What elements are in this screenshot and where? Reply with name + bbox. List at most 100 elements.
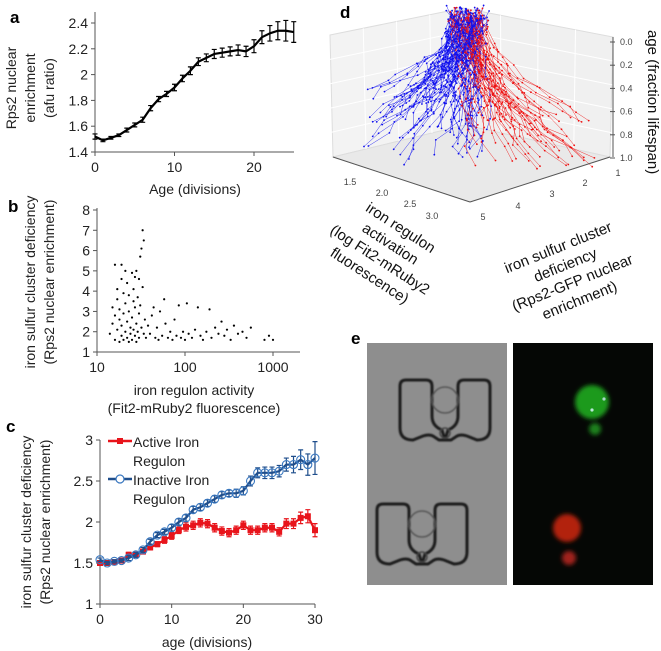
trajectory-point [498,100,500,103]
trajectory-point [470,101,473,104]
microfluidic-trap [398,378,492,442]
trajectory-point [475,39,478,41]
scatter-point [111,322,114,325]
trajectory-point [510,120,513,123]
trajectory-point [470,73,472,76]
scatter-point [118,318,121,321]
trajectory-point [538,116,541,119]
trajectory-point [482,4,485,7]
trajectory-point [462,93,465,96]
trajectories [363,4,596,170]
trajectory-point [460,100,463,103]
trajectory-point [458,50,461,53]
trajectory-point [534,114,536,117]
scatter-point [127,310,130,313]
active-marker [261,524,268,531]
trajectory-point [537,107,540,110]
trajectory-point [523,92,526,94]
trajectory-point [489,47,491,50]
trajectory-point [468,13,471,16]
trajectory-point [458,54,461,57]
chart-c-y-tick-label: 1.5 [74,555,94,571]
trajectory-point [460,85,462,87]
trajectory-point [477,99,480,102]
trajectory-point [465,97,467,100]
green-cell [575,385,609,419]
trajectory-point [409,95,411,97]
trajectory-point [452,29,455,32]
trajectory-point [433,74,435,77]
trajectory-point [463,145,466,148]
scatter-point [127,294,130,297]
trajectory-point [432,112,435,115]
legend-square-marker [117,438,123,444]
trajectory-point [506,64,509,67]
chart-a-ylabel-1: Rps2 nuclear [3,46,19,129]
chart-b-y-tick-label: 6 [82,243,90,259]
trajectory-point [428,125,431,128]
inactive-marker [274,466,284,476]
trajectory-point [485,75,487,78]
trajectory-point [398,136,401,139]
chart-a-y-tick-label: 1.8 [69,92,89,108]
trajectory-point [496,48,498,51]
trajectory-point [454,13,456,16]
trajectory-point [402,116,404,118]
trajectory-point [453,6,456,9]
trajectory-point [450,16,453,19]
trajectory-point [518,135,521,138]
trajectory-point [391,108,393,111]
trajectory-point [451,50,454,53]
trajectory-point [440,67,443,70]
trajectory-point [468,122,470,125]
trajectory-point [441,116,444,118]
trajectory-point [424,73,427,76]
red-bud [562,551,576,565]
inactive-marker [102,558,112,568]
trajectory-point [492,75,495,77]
trajectory-point [441,62,444,65]
scatter-point [143,318,146,321]
trajectory-point [447,30,450,33]
trajectory-point [481,64,484,67]
trajectory-point [388,81,391,84]
trajectory-point [436,125,439,128]
trajectory-point [550,139,553,142]
trajectory-point [490,72,493,75]
active-marker [233,527,240,534]
scatter-point [171,338,174,341]
trajectory-point [474,164,477,167]
trajectory-point [465,7,467,10]
trajectory-point [453,107,456,110]
trajectory-point [467,118,470,120]
trajectory-point [385,115,388,118]
y-axis-line [469,156,611,203]
trajectory-point [381,123,384,126]
trajectory-point [461,156,464,158]
chart-a-xlabel: Age (divisions) [149,181,241,197]
trajectory-point [528,122,531,125]
trajectory-point [471,114,474,117]
chart-d-3d-trajectories: 0.0 0.2 0.4 0.6 0.8 1.0 1.5 2.0 2.5 3.0 1 2 3 4 5 age … [327,4,661,323]
trajectory-point [470,9,472,12]
trajectory-point [530,128,533,131]
trajectory-point [440,127,443,130]
trajectory-point [486,25,489,28]
scatter-point [132,300,135,303]
trajectory-point [493,117,495,120]
trajectory-point [413,132,416,135]
scatter-point [132,288,135,291]
trajectory-point [493,42,496,45]
trajectory-point [449,80,452,83]
z-tick-label: 0.0 [620,37,633,47]
scatter-point [152,306,155,309]
trajectory-point [423,56,426,59]
trajectory-point [560,128,563,131]
trajectory-point [472,97,475,100]
trajectory-point [462,59,465,62]
active-marker [154,541,161,548]
trajectory-point [461,10,463,13]
trajectory-point [565,135,568,138]
trajectory-point [440,91,443,93]
scatter-point [196,306,199,309]
